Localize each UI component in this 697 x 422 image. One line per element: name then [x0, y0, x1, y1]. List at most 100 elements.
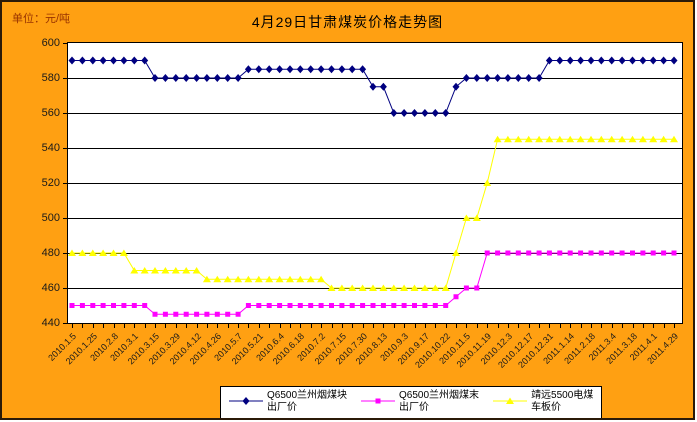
- x-axis-tick: [238, 324, 240, 328]
- x-axis-tick: [383, 324, 385, 328]
- x-axis-tick: [123, 324, 125, 328]
- legend-entry-series3: 靖远5500电煤 车板价: [493, 390, 593, 414]
- x-axis-tick: [632, 324, 634, 328]
- x-axis-tick: [82, 324, 84, 328]
- square-line-marker-icon: [361, 393, 396, 411]
- legend-label-series1: Q6500兰州烟煤块 出厂价: [267, 390, 347, 414]
- x-axis-tick: [206, 324, 208, 328]
- x-axis-tick: [591, 324, 592, 328]
- y-axis-label-520: 520: [41, 177, 60, 189]
- x-axis-tick: [622, 324, 624, 328]
- x-axis-tick: [445, 324, 447, 328]
- x-axis-tick: [72, 324, 73, 328]
- x-axis-tick: [165, 324, 167, 328]
- x-axis-tick: [186, 324, 188, 328]
- y-axis-label-440: 440: [41, 317, 60, 329]
- x-axis-tick: [373, 324, 374, 328]
- legend-series3-line1: 靖远5500电煤: [531, 390, 594, 401]
- plot-area: [67, 42, 683, 324]
- x-axis-tick: [217, 324, 219, 328]
- y-axis-label-500: 500: [41, 212, 60, 224]
- y-axis-label-480: 480: [41, 247, 60, 259]
- x-axis-tick: [227, 324, 229, 328]
- y-axis-label-580: 580: [41, 72, 60, 84]
- x-axis-tick: [456, 324, 457, 328]
- x-axis-tick: [258, 324, 260, 328]
- unit-label: 单位：元/吨: [12, 13, 71, 25]
- x-axis-tick: [92, 324, 94, 328]
- legend-entry-series2: Q6500兰州烟煤末 出厂价: [361, 390, 479, 414]
- x-axis-tick: [580, 324, 582, 328]
- x-axis-tick: [155, 324, 156, 328]
- legend-square-icon: [375, 398, 381, 404]
- y-axis-label-460: 460: [41, 282, 60, 294]
- legend-series2-line1: Q6500兰州烟煤末: [399, 390, 480, 401]
- x-axis-tick: [653, 324, 655, 328]
- x-axis-tick: [539, 324, 541, 328]
- x-axis-tick: [663, 324, 665, 328]
- x-axis-tick: [341, 324, 343, 328]
- x-axis-tick: [175, 324, 177, 328]
- legend-series1-line2: 出厂价: [267, 402, 297, 413]
- x-axis-tick: [113, 324, 115, 328]
- x-axis-tick: [570, 324, 572, 328]
- x-axis-tick: [674, 324, 675, 328]
- series-2-markers: [69, 250, 677, 317]
- x-axis-tick: [466, 324, 468, 328]
- x-axis-tick: [518, 324, 520, 328]
- y-axis-tick-560: [63, 113, 67, 114]
- legend-diamond-icon: [242, 397, 250, 405]
- x-axis-tick: [321, 324, 323, 328]
- x-axis-tick: [497, 324, 499, 328]
- x-axis-tick: [404, 324, 406, 328]
- x-axis-tick: [476, 324, 478, 328]
- x-axis-tick: [310, 324, 312, 328]
- legend-label-series2: Q6500兰州烟煤末 出厂价: [399, 390, 479, 414]
- y-axis-tick-460: [63, 288, 67, 289]
- chart-title: 4月29日甘肃煤炭价格走势图: [251, 14, 444, 30]
- y-axis-tick-580: [63, 78, 67, 79]
- x-axis-tick: [269, 324, 271, 328]
- x-axis-tick: [507, 324, 509, 328]
- x-axis-tick: [144, 324, 146, 328]
- legend-label-series3: 靖远5500电煤 车板价: [531, 390, 593, 414]
- y-axis-tick-440: [63, 323, 67, 324]
- x-axis-tick: [248, 324, 250, 328]
- y-axis-label-560: 560: [41, 107, 60, 119]
- series-3-line: [72, 138, 674, 289]
- y-axis-tick-600: [63, 43, 67, 44]
- x-axis-tick: [601, 324, 603, 328]
- legend-series2-line2: 出厂价: [399, 402, 430, 413]
- legend-series3-line2: 车板价: [531, 402, 562, 413]
- x-axis-tick: [134, 324, 136, 328]
- x-axis-tick: [352, 324, 354, 328]
- x-axis-tick: [435, 324, 437, 328]
- x-axis-tick: [393, 324, 395, 328]
- x-axis-tick: [290, 324, 291, 328]
- y-axis-tick-480: [63, 253, 67, 254]
- x-axis-tick: [196, 324, 198, 328]
- y-axis-tick-540: [63, 148, 67, 149]
- legend-triangle-icon: [506, 397, 515, 404]
- legend: Q6500兰州烟煤块 出厂价 Q6500兰州烟煤末 出厂价 靖远5500电煤 车…: [220, 386, 603, 418]
- y-axis-label-540: 540: [41, 142, 60, 154]
- x-axis-tick: [549, 324, 551, 328]
- x-axis-tick: [424, 324, 426, 328]
- x-axis-tick: [487, 324, 489, 328]
- triangle-line-marker-icon: [493, 393, 528, 411]
- series-3-markers: [68, 135, 678, 291]
- y-axis-tick-520: [63, 183, 67, 184]
- y-axis-tick-500: [63, 218, 67, 219]
- x-axis-tick: [331, 324, 333, 328]
- y-axis-label-600: 600: [41, 37, 60, 49]
- x-axis-tick: [528, 324, 530, 328]
- x-axis-tick: [559, 324, 561, 328]
- legend-series1-line1: Q6500兰州烟煤块: [267, 390, 348, 401]
- series-1-markers: [68, 56, 678, 117]
- x-axis-tick: [103, 324, 105, 328]
- x-axis-tick: [300, 324, 302, 328]
- x-axis-tick: [642, 324, 644, 328]
- legend-entry-series1: Q6500兰州烟煤块 出厂价: [229, 390, 347, 414]
- x-axis-tick: [362, 324, 364, 328]
